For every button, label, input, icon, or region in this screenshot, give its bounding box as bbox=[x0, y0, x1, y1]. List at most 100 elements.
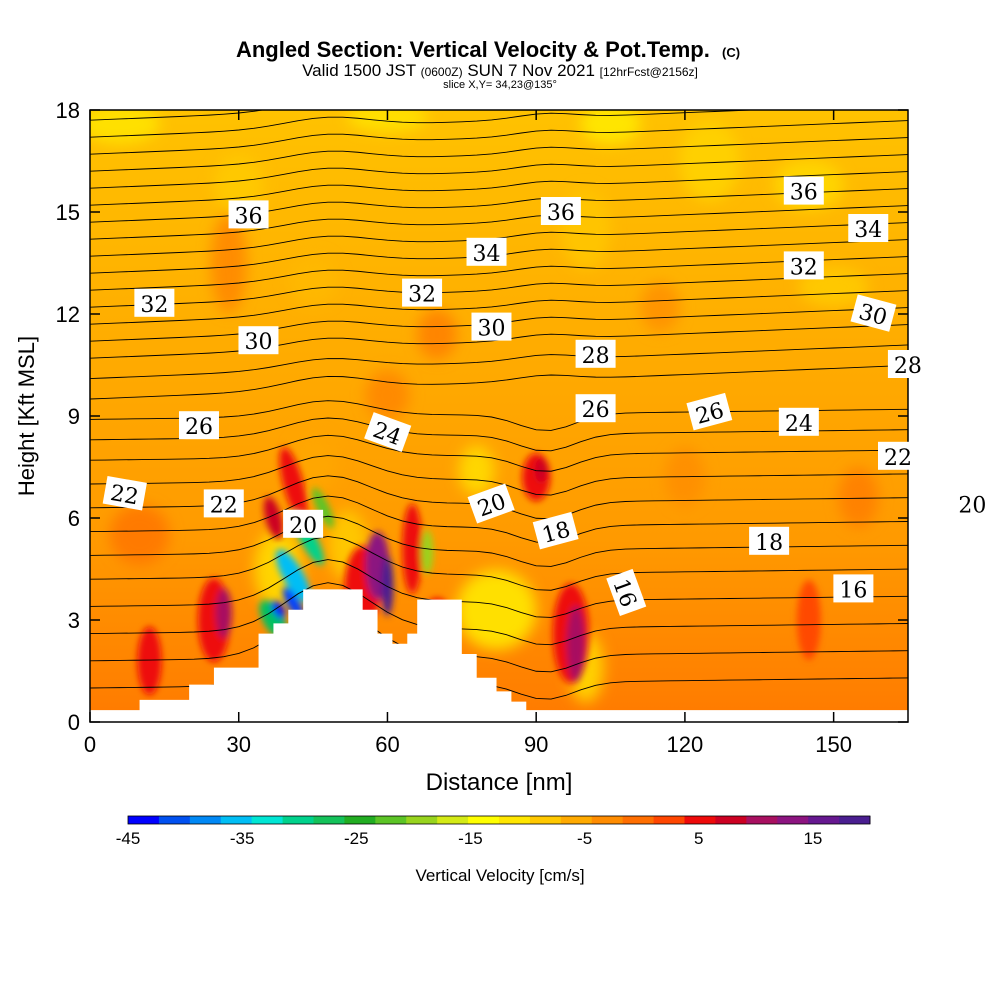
theta-label-box bbox=[878, 441, 918, 470]
colorbar-swatch bbox=[406, 816, 438, 824]
theta-label: 28 bbox=[887, 350, 928, 379]
theta-label: 18 bbox=[749, 526, 790, 556]
theta-contour bbox=[90, 364, 908, 400]
theta-label-box bbox=[228, 200, 269, 229]
velocity-cell bbox=[365, 370, 410, 421]
theta-label-box bbox=[102, 475, 147, 511]
colorbar-swatch bbox=[839, 816, 871, 824]
colorbar-swatch bbox=[622, 816, 655, 824]
velocity-cell bbox=[679, 121, 740, 201]
velocity-cell bbox=[215, 588, 232, 639]
velocity-cell bbox=[421, 530, 434, 574]
colorbar-swatch bbox=[468, 816, 500, 824]
x-axis: 0 30 60 90 120 150 bbox=[84, 110, 852, 757]
velocity-cell bbox=[458, 445, 495, 496]
velocity-cell bbox=[213, 154, 264, 215]
velocity-cell bbox=[275, 549, 311, 603]
theta-label-text: 36 bbox=[235, 204, 263, 229]
theta-label-text: 30 bbox=[244, 330, 272, 355]
theta-contour bbox=[90, 110, 266, 121]
theta-label-box bbox=[532, 511, 579, 550]
x-tick-label: 60 bbox=[375, 732, 399, 757]
theta-label: 22 bbox=[203, 489, 244, 518]
x-tick-label: 150 bbox=[815, 732, 852, 757]
chart-subtitle: Valid 1500 JST (0600Z) SUN 7 Nov 2021 [1… bbox=[302, 61, 698, 80]
colorbar-swatch bbox=[189, 816, 222, 824]
theta-label: 16 bbox=[833, 574, 874, 603]
colorbar-swatch bbox=[715, 816, 747, 824]
theta-label: 32 bbox=[134, 288, 175, 318]
theta-label-text: 34 bbox=[854, 218, 882, 243]
velocity-cell bbox=[580, 110, 641, 144]
theta-contour bbox=[90, 205, 908, 240]
theta-label: 20 bbox=[283, 509, 324, 539]
theta-label-box bbox=[467, 483, 515, 524]
theta-contour bbox=[90, 137, 908, 172]
theta-label-text: 22 bbox=[210, 493, 238, 518]
colorbar-tick-label: -35 bbox=[230, 829, 255, 848]
theta-label: 24 bbox=[778, 407, 819, 437]
theta-label-text: 26 bbox=[185, 415, 213, 440]
theta-contour bbox=[90, 154, 908, 189]
theta-label-box bbox=[887, 350, 928, 378]
theta-label-text: 26 bbox=[582, 398, 610, 423]
theta-label-text: 34 bbox=[473, 242, 501, 267]
velocity-cell bbox=[271, 600, 286, 619]
colorbar-swatch bbox=[777, 816, 809, 824]
theta-label-text: 18 bbox=[755, 531, 783, 556]
theta-label-text: 28 bbox=[582, 344, 610, 369]
theta-label: 36 bbox=[783, 176, 824, 206]
theta-contour bbox=[90, 344, 908, 380]
theta-label-box bbox=[783, 176, 824, 205]
colorbar-swatch bbox=[158, 816, 191, 824]
theta-contour bbox=[90, 256, 908, 291]
theta-label-box bbox=[178, 411, 219, 440]
y-tick-label: 18 bbox=[56, 98, 80, 123]
theta-label-box bbox=[283, 509, 324, 538]
velocity-cell bbox=[535, 458, 548, 483]
chart-title: Angled Section: Vertical Velocity & Pot.… bbox=[236, 37, 740, 62]
colorbar-swatch bbox=[251, 816, 284, 824]
terrain-mask bbox=[90, 589, 908, 722]
y-tick-label: 12 bbox=[56, 302, 80, 327]
theta-label-text: 32 bbox=[790, 255, 818, 280]
velocity-cell bbox=[796, 580, 821, 660]
colorbar-tick-label: -45 bbox=[116, 829, 141, 848]
colorbar-swatch bbox=[499, 816, 531, 824]
theta-label: 20 bbox=[952, 489, 993, 518]
velocity-cell bbox=[640, 282, 681, 333]
velocity-cell bbox=[263, 496, 284, 540]
theta-label: 32 bbox=[783, 251, 824, 280]
theta-label-box bbox=[575, 339, 616, 368]
velocity-cell bbox=[288, 255, 339, 305]
theta-label-box bbox=[203, 489, 244, 518]
theta-label-box bbox=[778, 407, 819, 436]
theta-contour bbox=[90, 188, 908, 223]
theta-label: 34 bbox=[848, 214, 889, 243]
colorbar-swatch bbox=[128, 816, 160, 824]
theta-label-box bbox=[575, 394, 616, 423]
theta-contour bbox=[90, 417, 908, 452]
colorbar-swatch bbox=[808, 816, 840, 824]
x-tick-label: 120 bbox=[667, 732, 704, 757]
colorbar-swatch bbox=[344, 816, 376, 824]
theta-contour bbox=[90, 434, 908, 472]
theta-label-text: 16 bbox=[839, 578, 867, 603]
y-tick-label: 15 bbox=[56, 200, 80, 225]
theta-contour bbox=[90, 455, 908, 496]
colorbar-swatch bbox=[591, 816, 624, 824]
colorbar-frame bbox=[127, 815, 871, 825]
y-tick-label: 3 bbox=[68, 608, 80, 633]
theta-label-box bbox=[402, 278, 443, 307]
colorbar-swatch bbox=[529, 816, 562, 824]
theta-contour bbox=[90, 171, 908, 206]
theta-label-box bbox=[952, 489, 993, 518]
theta-label-text: 22 bbox=[884, 446, 912, 471]
y-tick-label: 6 bbox=[68, 506, 80, 531]
theta-contour bbox=[90, 120, 908, 155]
theta-label-text: 22 bbox=[108, 481, 140, 510]
theta-contour bbox=[90, 110, 762, 138]
colorbar-swatch bbox=[313, 816, 345, 824]
